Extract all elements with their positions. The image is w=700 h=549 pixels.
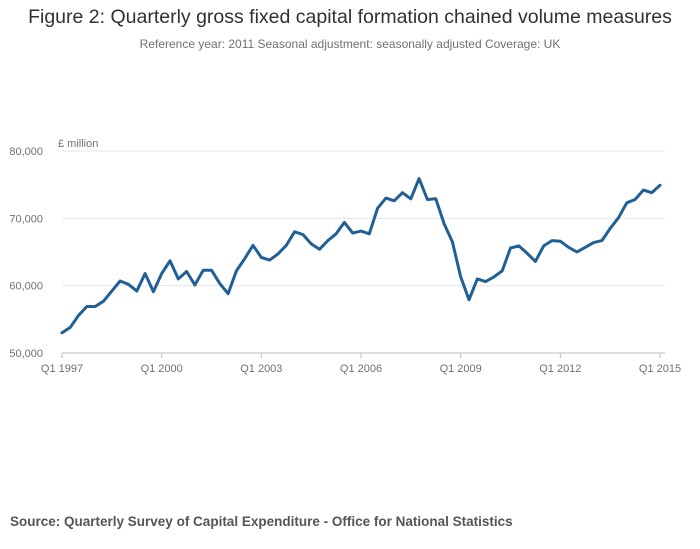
data-point — [85, 305, 88, 308]
y-axis-label: £ million — [58, 138, 98, 150]
data-point — [202, 269, 205, 272]
y-tick-label: 70,000 — [9, 213, 43, 225]
data-point — [451, 240, 454, 243]
data-point — [443, 222, 446, 225]
data-point — [509, 247, 512, 250]
data-point — [376, 207, 379, 210]
data-point — [177, 277, 180, 280]
data-point — [426, 198, 429, 201]
data-point — [110, 290, 113, 293]
data-point — [127, 283, 130, 286]
x-tick-label: Q1 2000 — [141, 363, 183, 375]
data-point — [434, 197, 437, 200]
source-note: Source: Quarterly Survey of Capital Expe… — [10, 514, 513, 529]
data-point — [310, 242, 313, 245]
y-tick-label: 60,000 — [9, 281, 43, 293]
data-point — [185, 270, 188, 273]
x-tick-label: Q1 2015 — [639, 363, 681, 375]
data-point — [318, 248, 321, 251]
data-point — [476, 277, 479, 280]
data-point — [210, 269, 213, 272]
data-point — [276, 253, 279, 256]
data-point — [418, 177, 421, 180]
data-point — [368, 232, 371, 235]
data-point — [650, 191, 653, 194]
chart-title: Figure 2: Quarterly gross fixed capital … — [28, 6, 672, 28]
data-point — [575, 251, 578, 254]
axes: 50,000 60,000 70,000 80,000 £ million Q1 1997… — [9, 138, 681, 375]
data-point — [326, 239, 329, 242]
data-point — [517, 244, 520, 247]
data-point — [567, 246, 570, 249]
data-point — [459, 275, 462, 278]
data-point — [235, 269, 238, 272]
data-point — [642, 189, 645, 192]
data-point — [592, 241, 595, 244]
data-point — [617, 216, 620, 219]
data-point — [625, 201, 628, 204]
data-point — [551, 239, 554, 242]
data-point — [285, 244, 288, 247]
data-point — [526, 252, 529, 255]
data-point — [152, 290, 155, 293]
data-point — [260, 256, 263, 259]
x-tick-label: Q1 2003 — [240, 363, 282, 375]
data-point — [252, 244, 255, 247]
data-point — [119, 280, 122, 283]
data-point — [160, 272, 163, 275]
x-tick-label: Q1 2012 — [539, 363, 581, 375]
data-point — [468, 298, 471, 301]
data-point — [268, 259, 271, 262]
data-point — [61, 331, 64, 334]
data-point — [135, 290, 138, 293]
grid-lines — [62, 150, 665, 287]
data-point — [584, 246, 587, 249]
series-layer — [60, 177, 662, 335]
y-tick-label: 50,000 — [9, 348, 43, 360]
data-point — [227, 292, 230, 295]
data-point — [600, 239, 603, 242]
data-point — [393, 199, 396, 202]
data-point — [102, 300, 105, 303]
chart-subtitle: Reference year: 2011 Seasonal adjustment… — [139, 37, 561, 51]
data-point — [659, 184, 662, 187]
data-point — [343, 221, 346, 224]
data-point — [484, 280, 487, 283]
data-point — [144, 272, 147, 275]
data-point — [559, 240, 562, 243]
data-point — [218, 282, 221, 285]
data-point — [335, 232, 338, 235]
data-point — [69, 326, 72, 329]
x-tick-label: Q1 2006 — [340, 363, 382, 375]
y-tick-label: 80,000 — [9, 146, 43, 158]
data-point — [94, 305, 97, 308]
data-point — [492, 275, 495, 278]
data-point — [243, 257, 246, 260]
data-point — [609, 227, 612, 230]
data-point — [77, 314, 80, 317]
data-point — [401, 191, 404, 194]
series-line — [60, 177, 662, 335]
data-point — [169, 259, 172, 262]
data-point — [542, 244, 545, 247]
data-point — [501, 269, 504, 272]
data-point — [193, 284, 196, 287]
data-point — [384, 197, 387, 200]
data-point — [293, 230, 296, 233]
data-point — [301, 233, 304, 236]
x-tick-label: Q1 1997 — [41, 363, 83, 375]
data-point — [351, 232, 354, 235]
data-point — [360, 230, 363, 233]
data-point — [534, 260, 537, 263]
data-point — [634, 198, 637, 201]
data-point — [409, 197, 412, 200]
x-tick-label: Q1 2009 — [440, 363, 482, 375]
